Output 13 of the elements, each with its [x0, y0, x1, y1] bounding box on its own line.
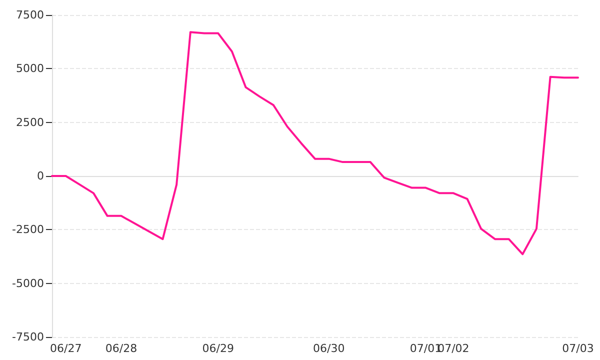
x-tick-label: 06/27: [50, 342, 82, 355]
y-tick-label: 2500: [16, 116, 44, 129]
y-tick-label: -5000: [12, 276, 44, 290]
x-tick-label: 07/03: [562, 342, 594, 355]
y-tick-label: 5000: [16, 62, 44, 76]
x-tick-label: 06/29: [202, 342, 234, 355]
y-tick-label: 0: [37, 170, 44, 182]
y-tick-label: 7500: [16, 8, 44, 22]
y-tick-label: -7500: [12, 330, 44, 344]
x-tick-label: 06/28: [105, 342, 138, 355]
y-tick-label: -2500: [12, 223, 44, 236]
line-series: [51, 31, 579, 256]
x-tick-label: 06/30: [312, 342, 345, 355]
